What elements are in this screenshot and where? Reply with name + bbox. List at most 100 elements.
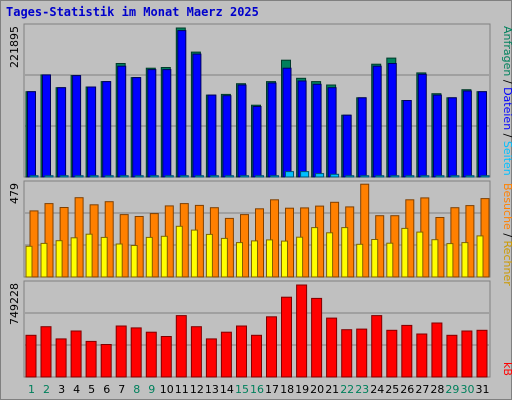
legend-pages: Seiten xyxy=(501,141,512,176)
day-label-14: 14 xyxy=(220,383,234,396)
bar-sites-day-9 xyxy=(145,236,153,278)
bar-pages-day-6 xyxy=(104,175,114,178)
bar-files-day-30 xyxy=(462,90,472,178)
bar-files-day-25 xyxy=(387,63,397,178)
bar-kb-day-3 xyxy=(55,338,67,378)
bar-kb-day-18 xyxy=(281,296,292,378)
bar-kb-day-24 xyxy=(371,315,383,378)
bar-visits-day-2 xyxy=(44,203,54,278)
bar-pages-day-4 xyxy=(74,175,84,178)
day-label-24: 24 xyxy=(370,383,384,396)
bar-kb-day-22 xyxy=(341,329,353,378)
bar-pages-day-10 xyxy=(164,175,174,178)
day-label-10: 10 xyxy=(160,383,174,396)
day-label-23: 23 xyxy=(355,383,369,396)
bar-pages-day-2 xyxy=(44,175,54,178)
day-label-22: 22 xyxy=(340,383,354,396)
legend-visits: Besuche xyxy=(501,183,512,230)
bar-sites-day-3 xyxy=(55,240,63,278)
bar-files-day-3 xyxy=(57,87,67,178)
bar-files-day-27 xyxy=(417,73,427,178)
bar-kb-day-9 xyxy=(145,331,157,378)
bar-files-day-12 xyxy=(192,53,202,178)
day-label-12: 12 xyxy=(190,383,204,396)
bar-kb-day-20 xyxy=(311,297,323,378)
chart-title: Tages-Statistik im Monat Maerz 2025 xyxy=(6,5,259,19)
bar-kb-day-11 xyxy=(175,315,187,378)
day-label-27: 27 xyxy=(415,383,429,396)
bar-files-day-17 xyxy=(267,82,277,178)
middle-ymax-label: 479 xyxy=(8,183,21,204)
bar-pages-day-18 xyxy=(285,171,294,178)
bar-kb-day-27 xyxy=(416,333,428,378)
bar-files-day-18 xyxy=(282,67,292,178)
day-label-8: 8 xyxy=(133,383,140,396)
bar-sites-day-23 xyxy=(356,243,364,278)
bar-files-day-21 xyxy=(327,87,337,178)
bar-kb-day-5 xyxy=(85,340,97,378)
bar-pages-day-5 xyxy=(89,175,99,178)
bar-files-day-14 xyxy=(222,95,232,178)
legend-sites: Rechner xyxy=(501,241,512,287)
legend-files: Dateien xyxy=(501,87,512,130)
bottom-legend: kB xyxy=(501,362,512,376)
bar-pages-day-14 xyxy=(224,175,234,178)
bar-pages-day-8 xyxy=(134,175,144,178)
bar-files-day-15 xyxy=(237,84,247,178)
day-label-29: 29 xyxy=(445,383,459,396)
day-label-2: 2 xyxy=(43,383,50,396)
bar-files-day-29 xyxy=(447,97,457,178)
bar-pages-day-28 xyxy=(435,175,445,178)
day-label-30: 30 xyxy=(461,383,475,396)
bar-sites-day-4 xyxy=(70,237,78,278)
day-label-16: 16 xyxy=(250,383,264,396)
bar-files-day-28 xyxy=(432,94,442,178)
bar-marks xyxy=(25,27,490,378)
bar-files-day-31 xyxy=(478,91,487,178)
day-label-9: 9 xyxy=(148,383,155,396)
bar-pages-day-23 xyxy=(360,175,370,178)
bar-kb-day-30 xyxy=(461,330,473,378)
bar-kb-day-15 xyxy=(236,325,247,378)
day-label-15: 15 xyxy=(235,383,249,396)
bar-pages-day-1 xyxy=(29,175,39,178)
legend-separator-3: / xyxy=(501,233,512,237)
bar-kb-day-26 xyxy=(401,324,413,378)
bar-files-day-4 xyxy=(72,75,82,178)
bar-files-day-2 xyxy=(42,74,51,178)
bar-pages-day-19 xyxy=(300,171,310,178)
bar-kb-day-23 xyxy=(356,328,368,378)
bar-files-day-20 xyxy=(312,83,322,178)
bar-sites-day-20 xyxy=(311,227,319,278)
day-label-6: 6 xyxy=(103,383,110,396)
bar-pages-day-30 xyxy=(465,175,475,178)
bar-files-day-5 xyxy=(87,86,97,178)
bar-files-day-6 xyxy=(102,81,112,178)
bar-sites-day-26 xyxy=(401,227,409,278)
day-label-26: 26 xyxy=(400,383,414,396)
bar-kb-day-8 xyxy=(130,327,142,378)
bar-sites-day-29 xyxy=(446,243,454,278)
bar-sites-day-12 xyxy=(190,229,198,278)
bar-files-day-10 xyxy=(162,69,172,178)
bar-sites-day-14 xyxy=(220,237,228,278)
bar-files-day-19 xyxy=(297,80,307,178)
bar-files-day-22 xyxy=(342,114,352,178)
bar-sites-day-10 xyxy=(160,235,168,278)
day-label-17: 17 xyxy=(265,383,279,396)
bar-visits-day-23 xyxy=(360,183,370,278)
bar-files-day-9 xyxy=(147,69,157,178)
bar-pages-day-12 xyxy=(194,175,204,178)
bar-sites-day-31 xyxy=(476,235,484,278)
bar-files-day-8 xyxy=(132,77,142,178)
day-label-7: 7 xyxy=(118,383,125,396)
legend-requests: Anfragen xyxy=(501,26,512,76)
bar-pages-day-9 xyxy=(149,175,159,178)
bar-sites-day-19 xyxy=(296,236,304,278)
bar-files-day-11 xyxy=(177,30,187,178)
bar-pages-day-13 xyxy=(209,175,219,178)
bar-sites-day-5 xyxy=(85,233,93,278)
bar-kb-day-6 xyxy=(100,344,112,378)
bar-kb-day-1 xyxy=(25,334,37,378)
